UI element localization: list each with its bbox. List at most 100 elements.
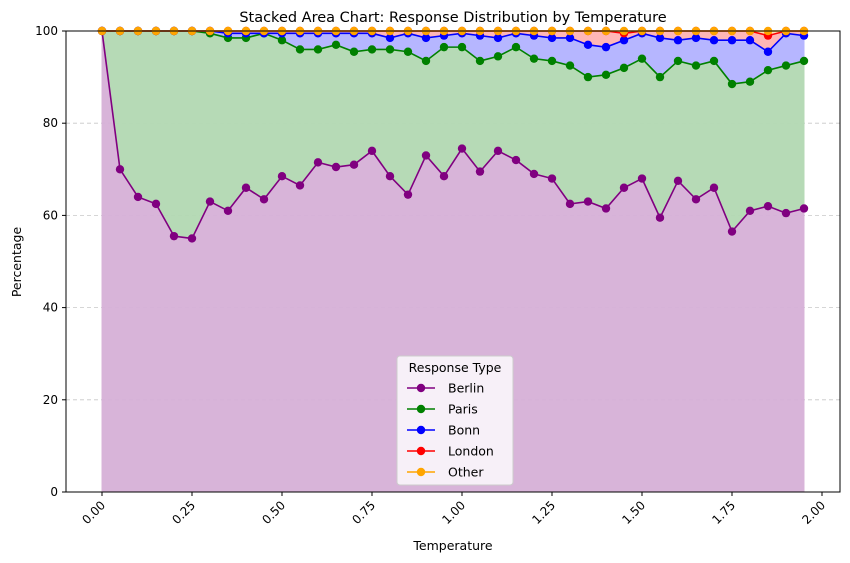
point-paris	[421, 56, 431, 66]
point-berlin	[331, 162, 341, 172]
point-paris	[385, 45, 395, 54]
point-bonn	[619, 36, 629, 45]
point-berlin	[475, 167, 485, 176]
point-paris	[331, 40, 341, 50]
point-berlin	[403, 190, 413, 199]
point-berlin	[547, 174, 557, 183]
point-paris	[601, 70, 611, 79]
legend-title: Response Type	[409, 360, 502, 375]
legend-marker-paris	[416, 404, 426, 414]
legend-marker-berlin	[416, 383, 426, 393]
line-paris	[102, 30, 805, 85]
point-berlin	[133, 192, 143, 202]
point-paris	[295, 45, 305, 54]
point-berlin	[169, 231, 179, 241]
point-paris	[565, 61, 575, 70]
point-paris	[709, 56, 719, 66]
point-paris	[745, 77, 755, 86]
point-berlin	[241, 183, 251, 192]
point-paris	[655, 72, 665, 82]
point-bonn	[691, 33, 701, 43]
y-tick-label: 0	[50, 485, 58, 499]
y-tick-label: 80	[43, 116, 58, 130]
point-berlin	[619, 183, 629, 192]
point-paris	[313, 45, 323, 54]
point-berlin	[349, 160, 359, 169]
point-berlin	[799, 204, 809, 213]
point-berlin	[385, 172, 395, 181]
point-paris	[763, 65, 773, 75]
legend-label-paris: Paris	[448, 402, 478, 417]
point-berlin	[151, 199, 161, 209]
point-paris	[547, 56, 557, 66]
point-paris	[511, 42, 521, 52]
line-berlin	[101, 30, 805, 240]
point-berlin	[745, 206, 755, 215]
point-paris	[727, 79, 737, 89]
point-paris	[781, 61, 791, 70]
point-berlin	[187, 234, 197, 243]
point-berlin	[781, 208, 791, 218]
legend-label-berlin: Berlin	[448, 381, 484, 396]
point-berlin	[763, 201, 773, 211]
point-bonn	[745, 36, 755, 45]
point-bonn	[601, 42, 611, 52]
point-berlin	[277, 172, 287, 181]
point-bonn	[709, 36, 719, 45]
point-berlin	[673, 176, 683, 186]
x-axis-label: Temperature	[412, 538, 492, 553]
point-berlin	[313, 158, 323, 167]
point-berlin	[421, 151, 431, 160]
legend-label-other: Other	[448, 465, 484, 480]
point-berlin	[367, 146, 377, 156]
line-bonn	[102, 30, 805, 53]
point-berlin	[601, 204, 611, 213]
point-berlin	[259, 195, 269, 204]
point-paris	[277, 36, 287, 45]
point-paris	[439, 42, 449, 52]
point-berlin	[655, 213, 665, 222]
point-bonn	[493, 33, 503, 43]
legend-label-london: London	[448, 444, 494, 459]
point-paris	[691, 61, 701, 70]
point-berlin	[727, 227, 737, 236]
point-berlin	[115, 165, 125, 174]
point-berlin	[637, 174, 647, 183]
point-berlin	[511, 155, 521, 165]
point-bonn	[547, 33, 557, 43]
point-paris	[403, 47, 413, 56]
point-paris	[529, 54, 539, 63]
legend: Response Type Berlin Paris Bonn London Other	[396, 355, 514, 486]
point-berlin	[529, 169, 539, 179]
point-bonn	[583, 40, 593, 50]
point-paris	[799, 56, 809, 66]
point-bonn	[673, 36, 683, 45]
point-paris	[583, 72, 593, 82]
point-bonn	[727, 36, 737, 45]
point-paris	[349, 47, 359, 56]
y-axis-label: Percentage	[9, 227, 24, 298]
point-paris	[457, 42, 467, 52]
y-tick-label: 40	[43, 301, 58, 315]
chart-title: Stacked Area Chart: Response Distributio…	[239, 10, 666, 26]
point-berlin	[223, 206, 233, 215]
point-berlin	[583, 197, 593, 206]
point-paris	[637, 54, 647, 63]
point-berlin	[205, 197, 215, 206]
point-paris	[673, 56, 683, 66]
point-bonn	[763, 47, 773, 56]
point-berlin	[439, 172, 449, 181]
legend-marker-other	[416, 467, 426, 477]
point-bonn	[655, 33, 665, 43]
point-bonn	[565, 33, 575, 43]
legend-label-bonn: Bonn	[448, 423, 480, 438]
axes-frame	[65, 30, 841, 493]
point-berlin	[709, 183, 719, 192]
y-tick-label: 20	[43, 393, 58, 407]
point-berlin	[691, 195, 701, 204]
legend-marker-bonn	[416, 425, 426, 435]
point-berlin	[493, 146, 503, 156]
point-bonn	[385, 33, 395, 43]
point-paris	[367, 45, 377, 54]
